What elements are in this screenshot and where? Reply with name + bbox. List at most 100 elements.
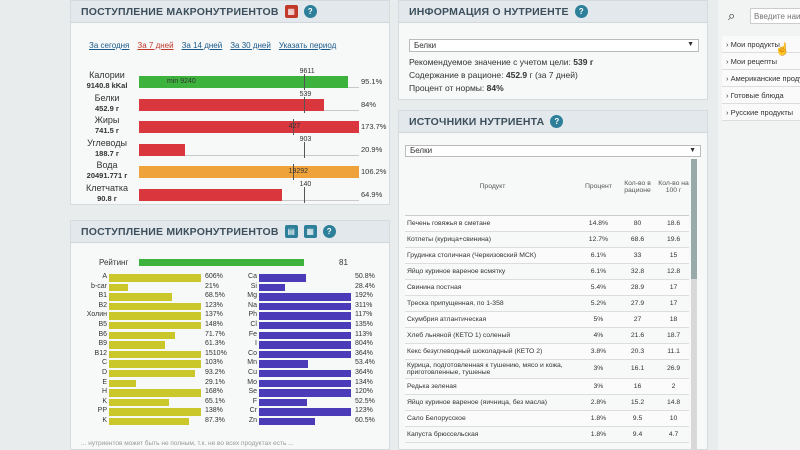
table-row[interactable]: Редька зеленая 3% 16 2 [405, 378, 689, 395]
macro-bar [139, 166, 359, 178]
calendar-icon[interactable]: ▦ [303, 225, 317, 238]
nutrient-select[interactable]: Белки ▼ [409, 39, 699, 52]
micro-bar [109, 341, 166, 349]
micro-percent: 192% [355, 292, 373, 300]
value-cell: 17 [658, 295, 689, 312]
table-row[interactable]: Печень говяжья в сметане 14.8% 80 18.6 [405, 215, 689, 232]
table-row[interactable]: Кекс безуглеводный шоколадный (КЕТО 2) 3.… [405, 343, 689, 360]
macro-target: 427 [288, 123, 301, 130]
value-cell: 3% [579, 378, 617, 395]
target-marker [304, 141, 305, 158]
micro-percent: 53.4% [355, 359, 375, 367]
macro-row: Вода 20491.771 г 19292 106.2% [79, 161, 389, 183]
macro-track: 427 [139, 119, 359, 135]
micro-bar [259, 369, 351, 378]
search-icon[interactable]: ⌕ [728, 8, 736, 23]
value-cell: 80 [616, 215, 659, 232]
table-row[interactable]: Сало Белорусское 1.8% 9.5 10 [405, 410, 689, 427]
product-cell: Свинина постная [405, 279, 580, 296]
table-row[interactable]: Грудинка столичная (Черкизовский МСК) 6.1… [405, 247, 689, 264]
search-input[interactable] [750, 8, 800, 24]
period-link[interactable]: Указать период [278, 41, 337, 50]
micro-name: Mo [247, 378, 257, 386]
micro-bar [259, 389, 351, 397]
value-cell: 5% [579, 311, 617, 328]
table-row[interactable]: Котлеты (курица+свинина) 12.7% 68.6 19.6 [405, 231, 689, 248]
table-icon[interactable]: ▤ [284, 225, 298, 238]
help-icon[interactable]: ? [322, 225, 336, 238]
sidebar-item-label: Готовые блюда [730, 91, 784, 100]
rating-label: Рейтинг [99, 258, 129, 267]
value-cell: 6.1% [579, 263, 617, 280]
period-link[interactable]: За 30 дней [230, 41, 271, 50]
table-row[interactable]: Свинина постная 5.4% 28.9 17 [405, 279, 689, 296]
content-label: Содержание в рационе: [409, 70, 504, 80]
macro-label: Жиры 741.5 г [79, 116, 135, 136]
target-marker [304, 74, 305, 90]
micro-row: Ca 50.8% [221, 273, 375, 283]
period-link[interactable]: За 7 дней [137, 41, 174, 50]
micro-bar [109, 274, 201, 282]
micro-row: B12 1510% [71, 350, 227, 360]
value-cell: 1.8% [579, 410, 617, 427]
rating-row: Рейтинг 81 [79, 257, 379, 269]
micro-name: B2 [98, 301, 107, 309]
macro-row: Жиры 741.5 г 427 173.7% [79, 116, 389, 138]
macro-name: Клетчатка [85, 182, 129, 193]
value-cell: 18 [658, 311, 689, 328]
macro-min-label: min 9240 [167, 78, 196, 85]
macro-percent: 20.9% [361, 144, 383, 154]
macro-row: Клетчатка 90.8 г 140 64.9% [79, 180, 389, 206]
micro-percent: 21% [205, 282, 220, 290]
micro-bar [259, 408, 351, 416]
table-row[interactable]: Хлеб льняной (КЕТО 1) соленый 4% 21.6 18.7 [405, 327, 689, 344]
table-scrollbar[interactable] [691, 159, 697, 449]
table-row[interactable]: Курица, подготовленная к тушению, мясо и… [405, 359, 689, 379]
period-link[interactable]: За сегодня [89, 41, 130, 50]
info-header: ИНФОРМАЦИЯ О НУТРИЕНТЕ ? [399, 1, 707, 23]
micro-bar [109, 417, 190, 426]
macro-target: 140 [299, 180, 312, 188]
table-row[interactable]: Треска припущенная, по 1-358 5.2% 27.9 17 [405, 295, 689, 312]
sidebar-item[interactable]: › Русские продукты [722, 104, 800, 121]
macro-name: Вода [96, 160, 118, 170]
table-row[interactable]: Яйцо куриное вареное (яичница, без масла… [405, 394, 689, 411]
micro-row: Холин 137% [71, 311, 223, 321]
help-icon[interactable]: ? [550, 115, 564, 128]
sidebar-item-label: Американские продукты [730, 74, 800, 83]
micro-bar [109, 369, 195, 378]
sidebar-item[interactable]: › Американские продукты [722, 70, 800, 87]
period-link[interactable]: За 14 дней [181, 41, 223, 50]
micro-name: Mn [247, 359, 257, 367]
micro-bar [259, 302, 351, 311]
help-icon[interactable]: ? [303, 5, 317, 18]
macro-percent: 84% [361, 99, 377, 109]
micro-bar [259, 331, 351, 340]
sidebar-item-label: Русские продукты [730, 108, 794, 117]
table-row[interactable]: Яйцо куриное вареное всмятку 6.1% 32.8 12.8 [405, 263, 689, 280]
nutrient-select-value: Белки [414, 41, 437, 50]
sidebar-item[interactable]: › Готовые блюда [722, 87, 800, 104]
micro-percent: 61.3% [205, 340, 225, 348]
macro-amount: 9140.8 kKal [86, 81, 128, 90]
sidebar-item[interactable]: › Мои продукты [722, 36, 800, 53]
scrollbar-thumb[interactable] [691, 159, 697, 279]
micro-bar [109, 350, 201, 359]
table-header-row: Продукт Процент Кол-во в рационе Кол-во … [405, 159, 689, 216]
micro-percent: 71.7% [205, 330, 225, 338]
micro-row: Se 120% [221, 388, 373, 398]
content-suffix: г (за 7 дней) [529, 70, 578, 80]
calendar-icon[interactable]: ▦ [284, 5, 298, 18]
micro-name: B9 [98, 340, 107, 348]
right-sidebar: ⌕ › Мои продукты› Мои рецепты› Американс… [718, 0, 800, 450]
micro-row: Cl 135% [221, 321, 373, 331]
footnote: ... нутриентов может быть не полным, т.к… [81, 440, 294, 447]
help-icon[interactable]: ? [574, 5, 588, 18]
value-cell: 33 [616, 247, 659, 264]
sources-select[interactable]: Белки ▼ [405, 145, 701, 157]
table-row[interactable]: Капуста брюссельская 1.8% 9.4 4.7 [405, 426, 689, 443]
table-row[interactable]: Скумбрия атлантическая 5% 27 18 [405, 311, 689, 328]
macro-percent: 64.9% [361, 189, 383, 199]
sidebar-item[interactable]: › Мои рецепты [722, 53, 800, 70]
micro-bar [109, 312, 201, 320]
